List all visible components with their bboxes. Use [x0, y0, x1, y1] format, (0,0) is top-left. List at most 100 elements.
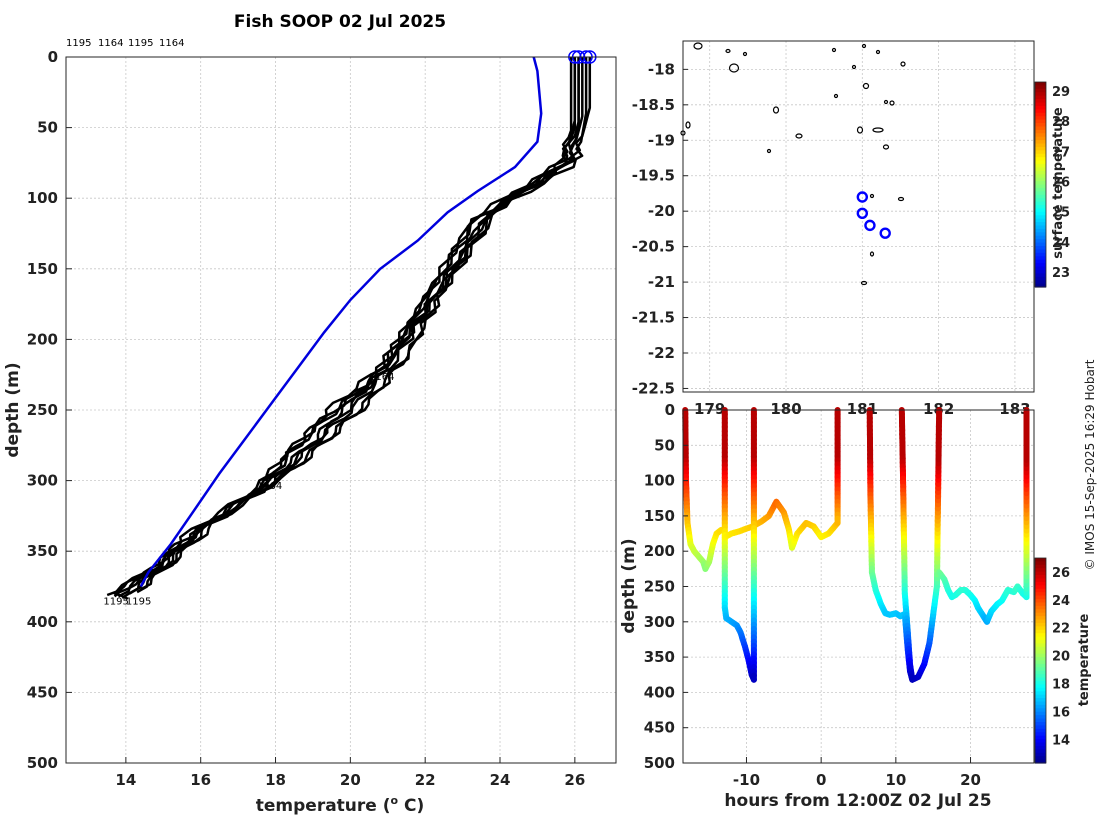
colorbar-segment: [1035, 95, 1046, 100]
profile-id-labels: 1195 1164 1195 1164: [66, 38, 184, 49]
y-tick-label: 350: [644, 648, 675, 666]
y-tick-label: 50: [37, 119, 58, 137]
colorbar-segment: [1035, 109, 1046, 114]
colorbar-segment: [1035, 123, 1046, 128]
island-outline: [861, 43, 867, 49]
mean-profile-line: [139, 56, 543, 588]
colorbar-tick-label: 23: [1052, 266, 1070, 281]
colorbar-segment: [1035, 633, 1046, 638]
colorbar-segment: [1035, 728, 1046, 733]
track-point: [856, 191, 869, 203]
colorbar-segment: [1035, 588, 1046, 593]
colorbar-segment: [1035, 756, 1046, 761]
x-tick-label: 180: [770, 400, 801, 418]
colorbar-segment: [1035, 232, 1046, 237]
profile-annotation: 1164: [369, 372, 394, 383]
profile-line: [121, 57, 580, 599]
island-outline: [685, 121, 691, 129]
colorbar-tick-label: 25: [1052, 206, 1070, 221]
profile-id-label: 1195: [66, 38, 91, 49]
y-tick-label: -19.5: [632, 167, 675, 185]
colorbar-segment: [1035, 266, 1046, 271]
x-tick-label: 0: [816, 771, 826, 789]
x-tick-label: 18: [265, 771, 286, 789]
y-tick-label: -19: [648, 131, 675, 149]
island-outline: [772, 106, 780, 114]
y-tick-label: -20.5: [632, 238, 675, 256]
island-outline: [900, 61, 906, 67]
colorbar-segment: [1035, 581, 1046, 586]
colorbar-segment: [1035, 626, 1046, 631]
colorbar-segment: [1035, 629, 1046, 634]
y-tick-label: 100: [27, 189, 58, 207]
y-tick-label: 450: [644, 719, 675, 737]
x-tick-label: 10: [885, 771, 906, 789]
y-tick-label: 200: [644, 542, 675, 560]
profile-annotation: 1195: [126, 597, 151, 608]
colorbar-segment: [1035, 599, 1046, 604]
colorbar-segment: [1035, 211, 1046, 216]
colorbar-segment: [1035, 228, 1046, 233]
trace-segment: [716, 527, 725, 535]
colorbar-tick-label: 26: [1052, 175, 1070, 190]
colorbar-segment: [1035, 249, 1046, 254]
colorbar-segment: [1035, 650, 1046, 655]
colorbar-segment: [1035, 246, 1046, 251]
credit-text: © IMOS 15-Sep-2025 16:29 Hobart: [1083, 359, 1097, 570]
x-axis-label: temperature (o C): [256, 794, 425, 816]
colorbar-segment: [1035, 715, 1046, 720]
y-tick-label: 350: [27, 542, 58, 560]
island-outline: [728, 63, 740, 73]
y-tick-label: 450: [27, 683, 58, 701]
colorbar-segment: [1035, 605, 1046, 610]
colorbar-segment: [1035, 742, 1046, 747]
profile-annotation: 1195: [103, 597, 128, 608]
y-tick-label: -20: [648, 202, 675, 220]
island-outline: [872, 127, 884, 133]
grid: [683, 409, 1034, 764]
colorbar-tick-label: 28: [1052, 115, 1070, 130]
colorbar-segment: [1035, 126, 1046, 131]
island-outline: [897, 196, 905, 202]
colorbar-segment: [1035, 612, 1046, 617]
x-tick-label: 181: [847, 400, 878, 418]
colorbar-segment: [1035, 701, 1046, 706]
colorbar-segment: [1035, 194, 1046, 199]
x-tick-label: 24: [490, 771, 511, 789]
grid: [66, 56, 616, 764]
colorbar-segment: [1035, 687, 1046, 692]
colorbar-segment: [1035, 640, 1046, 645]
colorbar-frame: [1034, 81, 1047, 288]
profile-line: [113, 57, 577, 601]
colorbar-segment: [1035, 745, 1046, 750]
colorbar-tick-label: 22: [1052, 622, 1070, 637]
x-tick-label: 14: [115, 771, 136, 789]
island-outline: [875, 49, 881, 55]
colorbar-segment: [1035, 681, 1046, 686]
y-tick-label: 500: [644, 754, 675, 772]
profile-line: [113, 57, 573, 598]
x-tick-label: 16: [190, 771, 211, 789]
colorbar-segment: [1035, 174, 1046, 179]
colorbar-segment: [1035, 619, 1046, 624]
y-tick-label: 400: [644, 683, 675, 701]
colorbar-segment: [1035, 133, 1046, 138]
colorbar-segment: [1035, 140, 1046, 145]
colorbar-segment: [1035, 752, 1046, 757]
profile-annotation: 1164: [257, 481, 282, 492]
colorbar-segment: [1035, 201, 1046, 206]
y-axis-label: depth (m): [3, 362, 23, 457]
colorbar-segment: [1035, 711, 1046, 716]
colorbar-segment: [1035, 143, 1046, 148]
colorbar-segment: [1035, 85, 1046, 90]
y-tick-label: 200: [27, 330, 58, 348]
axes-ticks: 179180181182183-18-18.5-19-19.5-20-20.5-…: [632, 60, 1031, 418]
colorbar-tick-label: 14: [1052, 733, 1070, 748]
y-tick-label: -22.5: [632, 379, 675, 397]
track-point: [864, 219, 876, 232]
colorbar-segment: [1035, 136, 1046, 141]
island-outline: [833, 93, 839, 99]
colorbar-segment: [1035, 157, 1046, 162]
